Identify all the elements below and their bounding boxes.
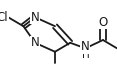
Text: N: N: [31, 36, 39, 49]
Text: N: N: [31, 11, 39, 24]
Text: H: H: [82, 50, 89, 60]
Text: O: O: [98, 16, 108, 29]
Text: N: N: [81, 40, 90, 53]
Text: Cl: Cl: [0, 11, 8, 24]
